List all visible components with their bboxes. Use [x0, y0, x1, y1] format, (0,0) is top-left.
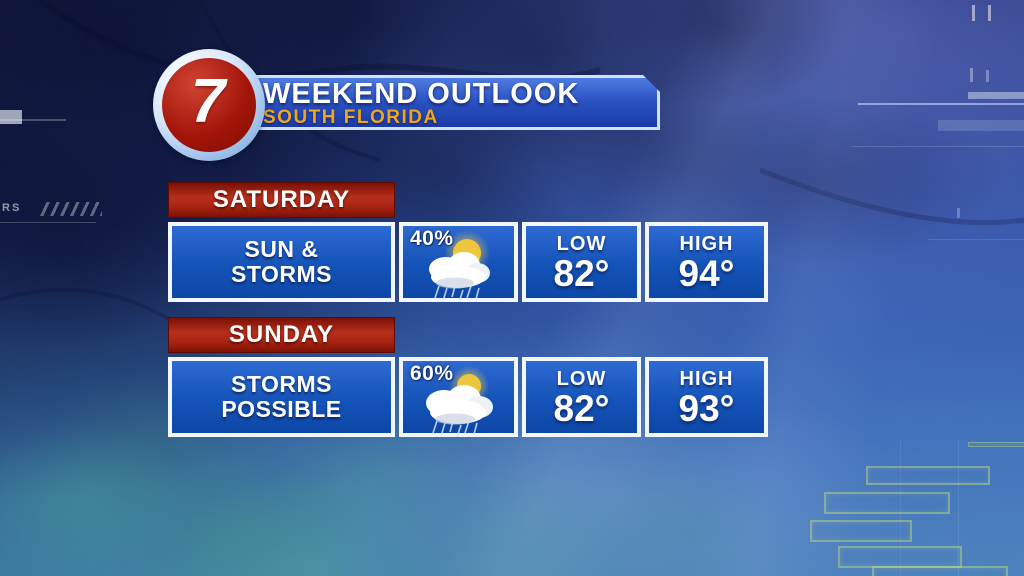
channel-7-logo-circle: 7 — [162, 58, 256, 152]
high-temp-cell: HIGH 94° — [645, 222, 768, 302]
low-temp-cell: LOW 82° — [522, 222, 641, 302]
decor-green-bar — [968, 442, 1024, 447]
decor-tick — [988, 5, 991, 21]
high-temp-value: 93° — [678, 387, 735, 429]
low-temp-cell: LOW 82° — [522, 357, 641, 437]
sunday-forecast: SUNDAY STORMS POSSIBLE 60% — [168, 317, 768, 437]
day-header-saturday: SATURDAY — [168, 182, 395, 218]
channel-7-logo: 7 — [153, 49, 265, 161]
saturday-forecast: SATURDAY SUN & STORMS 40% — [168, 182, 768, 302]
low-label: LOW — [556, 367, 607, 390]
precip-chance: 60% — [410, 362, 454, 385]
decor-light-block — [0, 110, 22, 124]
day-header-sunday: SUNDAY — [168, 317, 395, 353]
high-label: HIGH — [679, 367, 734, 390]
day-label: SATURDAY — [212, 186, 351, 213]
sun-behind-rain-cloud-icon — [425, 365, 493, 437]
high-temp-cell: HIGH 93° — [645, 357, 768, 437]
precip-chance: 40% — [410, 227, 454, 250]
decor-hatch-marks — [40, 202, 102, 216]
forecast-row: SUN & STORMS 40% — [168, 222, 768, 302]
condition-text: POSSIBLE — [221, 396, 342, 422]
decor-tick — [972, 5, 975, 21]
decor-line — [852, 146, 1024, 147]
condition-cell: SUN & STORMS — [168, 222, 395, 302]
low-temp-value: 82° — [553, 252, 610, 294]
decor-green-bar — [824, 492, 950, 514]
decor-tick — [986, 70, 989, 82]
decor-bar — [938, 120, 1024, 131]
decor-bar — [968, 92, 1024, 99]
decor-grid-line — [958, 440, 959, 576]
condition-text: SUN & — [244, 236, 319, 262]
high-temp-value: 94° — [678, 252, 735, 294]
condition-text: STORMS — [231, 261, 332, 287]
decor-green-bar — [866, 466, 990, 485]
low-temp-value: 82° — [553, 387, 610, 429]
graphic-title: WEEKEND OUTLOOK — [263, 78, 580, 110]
icon-cell: 40% — [399, 222, 518, 302]
high-label: HIGH — [679, 232, 734, 255]
low-label: LOW — [556, 232, 607, 255]
decor-green-bar — [810, 520, 912, 542]
decor-tick — [970, 68, 973, 82]
decor-green-bar — [872, 566, 1008, 576]
day-label: SUNDAY — [228, 321, 335, 348]
decor-line — [0, 119, 66, 121]
decor-line — [858, 103, 1024, 105]
decor-tick — [957, 208, 960, 218]
decor-line — [0, 222, 96, 223]
sun-behind-rain-cloud-icon — [428, 229, 490, 302]
condition-cell: STORMS POSSIBLE — [168, 357, 395, 437]
graphic-subtitle: SOUTH FLORIDA — [263, 107, 439, 128]
channel-7-logo-number: 7 — [190, 67, 226, 136]
decor-code-text: RS — [2, 202, 22, 214]
icon-cell: 60% — [399, 357, 518, 437]
title-banner: WEEKEND OUTLOOK SOUTH FLORIDA — [238, 75, 660, 130]
condition-text: STORMS — [231, 371, 332, 397]
decor-grid-line — [900, 440, 901, 576]
forecast-row: STORMS POSSIBLE 60% — [168, 357, 768, 437]
decor-line — [928, 239, 1024, 240]
